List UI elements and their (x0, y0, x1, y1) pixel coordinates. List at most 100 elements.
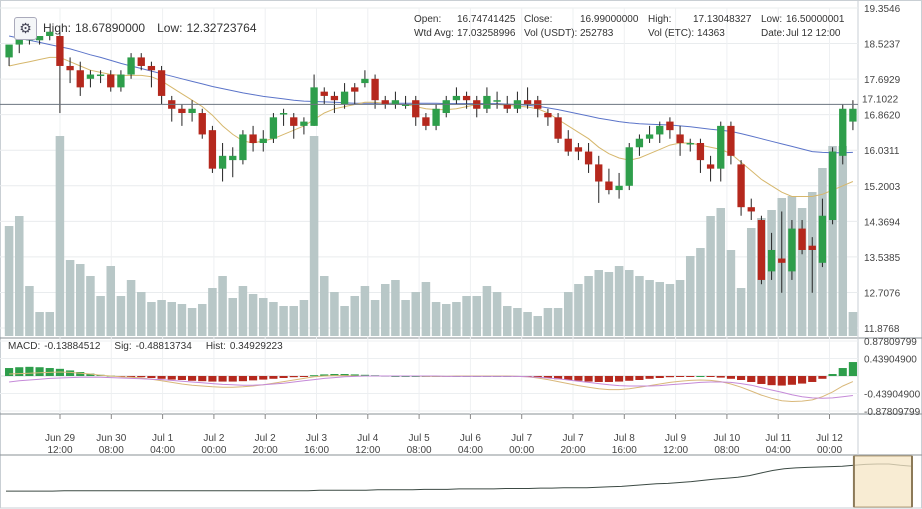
candle-down (422, 117, 430, 126)
volume-bar (167, 302, 177, 336)
macd-hist-bar (726, 376, 735, 379)
volume-bar (289, 306, 299, 336)
candle-up (229, 155, 237, 161)
macd-hist-bar (66, 370, 75, 376)
macd-hist-bar (208, 376, 217, 382)
volume-bar (411, 292, 421, 336)
macd-hist-bar (767, 376, 776, 386)
volume-bar (502, 306, 512, 336)
volume-bar (269, 302, 278, 336)
volume-bar (431, 302, 441, 336)
volume-bar (4, 226, 14, 336)
price-tick-label: 19.3546 (864, 4, 901, 15)
low-label: Low: (157, 21, 183, 35)
info-voletc-label: Vol (ETC): (648, 28, 695, 39)
macd-hist-bar (76, 372, 85, 376)
candle-up (839, 108, 847, 156)
candle-down (462, 95, 471, 101)
candle-up (828, 151, 837, 221)
candle-up (117, 74, 125, 88)
candle-up (86, 74, 95, 79)
volume-bar (635, 276, 644, 336)
candle-down (56, 36, 64, 66)
candle-up (442, 100, 450, 114)
candle-up (625, 147, 633, 186)
macd-hist-bar (798, 376, 807, 384)
candle-up (269, 117, 278, 139)
macd-summary: MACD: -0.13884512 Sig: -0.48813734 Hist: 0.34… (8, 341, 287, 352)
time-tick-label-sub: 00:00 (817, 445, 842, 456)
macd-hist-bar (238, 376, 247, 382)
volume-bar (736, 288, 746, 336)
candle-down (544, 113, 552, 118)
volume-bar (380, 284, 390, 336)
volume-bar (360, 286, 370, 336)
price-tick-label: 12.7076 (864, 288, 901, 299)
candle-down (696, 142, 705, 161)
candle-up (5, 44, 13, 58)
macd-hist-bar (269, 376, 278, 379)
price-tick-label: 16.8620 (864, 111, 901, 122)
info-close-value: 16.99000000 (580, 14, 639, 25)
candle-down (107, 74, 115, 88)
candle-down (523, 100, 532, 105)
macd-hist-bar (818, 376, 827, 379)
candle-up (401, 104, 410, 106)
volume-bar (797, 208, 807, 336)
info-wtd-label: Wtd Avg: (414, 28, 454, 39)
hist-label: Hist: (205, 341, 226, 352)
candle-down (208, 130, 217, 169)
macd-hist-bar (310, 375, 319, 377)
macd-hist-bar (737, 376, 746, 380)
macd-hist-bar (15, 367, 24, 376)
volume-bar (553, 308, 563, 336)
candle-up (35, 36, 44, 41)
candle-up (340, 91, 349, 105)
price-tick-label: 14.3694 (864, 217, 901, 228)
candle-down (147, 65, 156, 71)
hist-value: 0.34929223 (229, 341, 283, 352)
candle-down (737, 164, 745, 208)
volume-bar (421, 282, 431, 336)
macd-hist-bar (594, 376, 603, 382)
volume-bar (462, 296, 471, 336)
info-high-value: 17.13048327 (693, 14, 752, 25)
candle-up (188, 108, 196, 114)
macd-hist-bar (177, 376, 186, 380)
volume-bar (472, 296, 482, 336)
candle-down (554, 117, 562, 139)
macd-value: -0.13884512 (44, 341, 101, 352)
macd-hist-bar (157, 376, 166, 379)
settings-gear-icon[interactable]: ⚙ (14, 17, 37, 40)
volume-bar (848, 312, 858, 336)
time-tick-label-sub: 16:00 (612, 445, 637, 456)
volume-bar (563, 292, 573, 336)
volume-bar (543, 308, 553, 336)
macd-tick-label: 0.87809799 (864, 337, 917, 348)
volume-bar (624, 270, 634, 336)
candle-down (157, 70, 166, 96)
macd-hist-bar (289, 376, 298, 378)
macd-hist-bar (716, 376, 725, 378)
candle-down (595, 164, 603, 182)
volume-bar (584, 276, 593, 336)
info-close-label: Close: (524, 14, 553, 25)
info-open-value: 16.74741425 (457, 14, 516, 25)
volume-bar (116, 296, 126, 336)
volume-bar (279, 306, 288, 336)
candle-up (656, 125, 664, 135)
price-tick-label: 17.6929 (864, 75, 901, 86)
macd-hist-bar (35, 367, 44, 376)
info-volusdt-label: Vol (USDT): (524, 28, 578, 39)
candle-down (503, 104, 511, 109)
ma-short-line (8, 56, 854, 197)
volume-bar (482, 286, 492, 336)
volume-bar (45, 312, 55, 336)
macd-hist-bar (188, 376, 197, 381)
volume-bar (726, 250, 736, 336)
macd-hist-bar (828, 374, 837, 376)
volume-bar (248, 294, 258, 336)
candle-up (361, 78, 369, 84)
time-tick-label-sub: 08:00 (99, 445, 124, 456)
